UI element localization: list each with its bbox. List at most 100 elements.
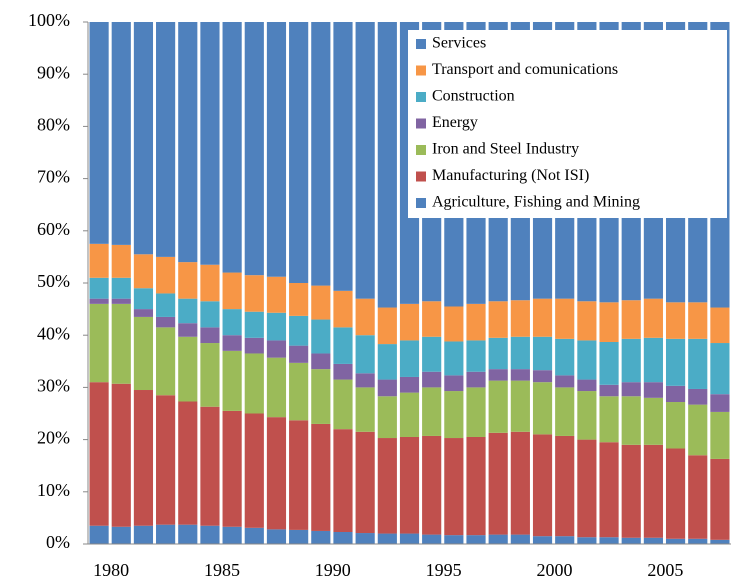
bar-segment: [377, 307, 397, 345]
y-tick-label: 60%: [37, 219, 70, 239]
bar-segment: [377, 396, 397, 439]
bar-segment: [621, 396, 641, 445]
bar-segment: [333, 327, 353, 364]
bar-segment: [333, 363, 353, 380]
legend-label: Iron and Steel Industry: [432, 141, 579, 158]
bar-segment: [488, 369, 508, 381]
bar-segment: [133, 525, 154, 544]
bar-segment: [688, 302, 708, 339]
bar-segment: [289, 315, 309, 346]
y-tick-label: 50%: [37, 271, 70, 291]
bar-segment: [710, 458, 730, 540]
bar-segment: [577, 439, 597, 538]
bar-segment: [222, 526, 242, 544]
bar-segment: [111, 22, 131, 245]
bar-segment: [688, 455, 708, 539]
bar-segment: [289, 529, 309, 544]
bar-segment: [688, 404, 708, 456]
bar-segment: [333, 290, 353, 328]
bar-segment: [643, 537, 663, 544]
bar-segment: [89, 298, 109, 304]
bar-segment: [89, 277, 109, 299]
bar-segment: [643, 444, 663, 538]
bar-segment: [488, 301, 508, 338]
bar-segment: [178, 298, 198, 324]
bar-segment: [289, 420, 309, 530]
bar-segment: [510, 336, 530, 370]
bar-segment: [200, 343, 220, 407]
bar-segment: [222, 272, 242, 310]
bar-segment: [333, 531, 353, 544]
bar-segment: [665, 385, 686, 403]
bar-segment: [599, 442, 619, 538]
bar-segment: [311, 369, 331, 424]
bar-segment: [599, 302, 619, 342]
bar-segment: [643, 337, 663, 383]
bar-segment: [89, 525, 109, 544]
bar-segment: [377, 438, 397, 534]
bar-segment: [688, 538, 708, 544]
bar-segment: [488, 380, 508, 433]
bar-segment: [444, 535, 464, 544]
bar-segment: [510, 300, 530, 337]
bar-segment: [133, 390, 154, 526]
bar-segment: [200, 22, 220, 265]
legend-swatch: [416, 65, 426, 76]
bar-segment: [222, 309, 242, 336]
legend-box: [408, 30, 727, 218]
bar-segment: [244, 311, 264, 338]
bar-segment: [156, 293, 176, 317]
legend-label: Manufacturing (Not ISI): [432, 167, 589, 184]
bar-segment: [665, 302, 686, 339]
bar-segment: [311, 530, 331, 544]
bar-segment: [577, 301, 597, 341]
bar-segment: [355, 298, 375, 336]
bar-segment: [532, 370, 553, 383]
bar-segment: [710, 539, 730, 544]
bar-segment: [89, 22, 109, 244]
bar-segment: [266, 340, 287, 358]
bar-segment: [555, 338, 575, 376]
bar-segment: [377, 22, 397, 308]
bar-segment: [399, 533, 420, 544]
bar-segment: [444, 375, 464, 392]
bar-segment: [621, 382, 641, 397]
bar-segment: [89, 243, 109, 278]
bar-segment: [289, 283, 309, 316]
y-tick-label: 30%: [37, 376, 70, 396]
bar-segment: [599, 537, 619, 544]
legend-swatch: [416, 198, 426, 208]
bar-segment: [532, 382, 553, 435]
bar-segment: [133, 316, 154, 391]
bar-segment: [399, 376, 420, 393]
bar-segment: [599, 396, 619, 443]
bar-segment: [488, 534, 508, 544]
bar-segment: [621, 300, 641, 339]
bar-segment: [355, 373, 375, 388]
bar-segment: [244, 353, 264, 414]
bar-segment: [200, 525, 220, 544]
bar-segment: [111, 277, 131, 299]
x-tick-label: 1985: [204, 560, 240, 580]
bar-segment: [311, 319, 331, 354]
bar-segment: [665, 338, 686, 386]
bar-segment: [200, 301, 220, 328]
bar-segment: [133, 288, 154, 310]
bar-segment: [510, 380, 530, 432]
legend-label: Services: [432, 35, 486, 52]
bar-segment: [444, 306, 464, 342]
bar-segment: [266, 417, 287, 530]
bar-segment: [466, 436, 486, 536]
bar-segment: [266, 22, 287, 277]
bar-segment: [266, 312, 287, 341]
bar-segment: [289, 345, 309, 363]
bar-segment: [710, 394, 730, 412]
bar-segment: [444, 341, 464, 376]
bar-segment: [466, 387, 486, 437]
legend-label: Transport and comunications: [432, 61, 618, 78]
bar-segment: [178, 262, 198, 299]
bar-segment: [244, 527, 264, 544]
bar-segment: [510, 431, 530, 535]
bar-segment: [621, 537, 641, 544]
legend-label: Energy: [432, 114, 478, 131]
